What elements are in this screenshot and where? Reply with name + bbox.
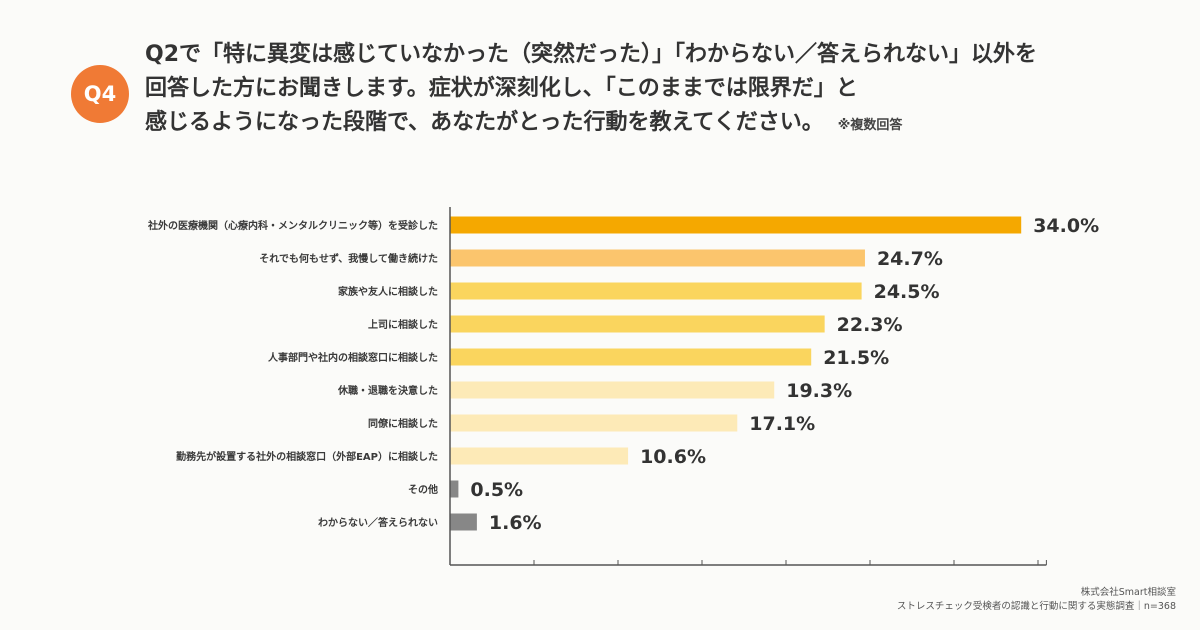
question-line-1: Q2で「特に異変は感じていなかった（突然だった）」「わからない／答えられない」以…	[145, 42, 1038, 67]
company-name: 株式会社Smart相談室	[1080, 587, 1176, 598]
bar	[450, 249, 865, 267]
question-line-3: 感じるようになった段階で、あなたがとった行動を教えてください。 ※複数回答	[145, 106, 1155, 143]
bar	[450, 216, 1022, 234]
category-label: 同僚に相談した	[368, 417, 438, 430]
multiple-answer-note: ※複数回答	[837, 118, 903, 133]
bar	[450, 282, 862, 300]
value-label: 24.5%	[874, 281, 940, 303]
value-label: 19.3%	[786, 380, 852, 402]
bar	[450, 513, 477, 531]
question-text: Q2で「特に異変は感じていなかった（突然だった）」「わからない／答えられない」以…	[145, 38, 1155, 143]
value-label: 22.3%	[837, 314, 903, 336]
category-label: 上司に相談した	[368, 318, 438, 331]
value-label: 0.5%	[470, 479, 523, 501]
bar	[450, 447, 629, 465]
value-label: 10.6%	[640, 446, 706, 468]
value-label: 1.6%	[489, 512, 542, 534]
category-label: その他	[408, 483, 438, 496]
survey-caption: ストレスチェック受検者の認識と行動に関する実態調査｜n=368	[896, 601, 1176, 612]
value-label: 24.7%	[877, 248, 943, 270]
bar	[450, 348, 812, 366]
category-label: 勤務先が設置する社外の相談窓口（外部EAP）に相談した	[176, 450, 438, 463]
category-label: わからない／答えられない	[318, 516, 438, 529]
value-label: 17.1%	[749, 413, 815, 435]
category-label: 社外の医療機関（心療内科・メンタルクリニック等）を受診した	[147, 219, 438, 232]
footer: 株式会社Smart相談室 ストレスチェック受検者の認識と行動に関する実態調査｜n…	[897, 586, 1176, 614]
category-label: 家族や友人に相談した	[338, 285, 438, 298]
value-label: 34.0%	[1033, 215, 1099, 237]
question-line-3-text: 感じるようになった段階で、あなたがとった行動を教えてください。	[145, 110, 824, 135]
question-line-2: 回答した方にお聞きします。症状が深刻化し、「このままでは限界だ」と	[145, 76, 858, 101]
value-label: 21.5%	[823, 347, 889, 369]
bar	[450, 480, 459, 498]
category-label: 休職・退職を決意した	[337, 384, 438, 397]
bar	[450, 381, 775, 399]
bar	[450, 414, 738, 432]
category-label: 人事部門や社内の相談窓口に相談した	[268, 351, 438, 364]
category-label: それでも何もせず、我慢して働き続けた	[259, 252, 438, 265]
question-number-badge: Q4	[71, 65, 129, 123]
bar	[450, 315, 825, 333]
